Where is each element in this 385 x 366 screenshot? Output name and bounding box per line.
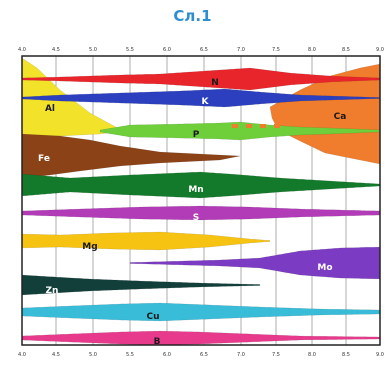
top-tick-3: 5.5 (126, 47, 134, 53)
bottom-tick-2: 5.0 (89, 352, 97, 358)
label-cu: Cu (146, 312, 159, 322)
top-tick-8: 8.0 (308, 47, 316, 53)
label-mo: Mo (317, 263, 332, 273)
top-tick-5: 6.5 (200, 47, 208, 53)
fe-edge-tooth-1 (22, 152, 27, 158)
bottom-tick-1: 4.5 (52, 352, 60, 358)
top-tick-2: 5.0 (89, 47, 97, 53)
top-tick-4: 6.0 (163, 47, 171, 53)
bottom-tick-6: 7.0 (237, 352, 245, 358)
label-b: B (154, 337, 161, 347)
top-tick-9: 8.5 (342, 47, 350, 53)
label-fe: Fe (38, 154, 50, 164)
band-fe (21, 133, 241, 179)
fe-edge-tooth-2 (22, 162, 27, 168)
bottom-tick-9: 8.5 (342, 352, 350, 358)
label-al: Al (45, 104, 55, 114)
figure-caption: Сл.1 (173, 7, 212, 25)
top-tick-6: 7.0 (237, 47, 245, 53)
bottom-tick-7: 7.5 (272, 352, 280, 358)
top-tick-10: 9.0 (376, 47, 384, 53)
ca-edge-notch-0 (232, 124, 238, 128)
band-zn (21, 274, 261, 296)
bottom-tick-4: 6.0 (163, 352, 171, 358)
top-tick-7: 7.5 (272, 47, 280, 53)
label-zn: Zn (46, 286, 59, 296)
bands (21, 57, 381, 346)
ca-edge-notch-1 (246, 124, 252, 128)
top-tick-1: 4.5 (52, 47, 60, 53)
bottom-tick-3: 5.5 (126, 352, 134, 358)
band-labels: NK P Al Ca Fe Mn S Mg Mo Zn Cu B (38, 78, 346, 347)
label-mn: Mn (188, 185, 203, 195)
chart-frame (21, 55, 381, 346)
label-p: P (193, 130, 200, 140)
band-s (21, 205, 381, 221)
fe-edge-tooth-0 (22, 142, 27, 148)
bottom-tick-8: 8.0 (308, 352, 316, 358)
label-k: K (202, 97, 210, 107)
label-n: N (211, 78, 219, 88)
label-mg: Mg (82, 242, 97, 252)
ca-edge-notch-2 (260, 124, 266, 128)
bottom-tick-10: 9.0 (376, 352, 384, 358)
ca-edge-notch-3 (274, 124, 280, 128)
top-tick-0: 4.0 (18, 47, 26, 53)
band-mo (129, 246, 381, 280)
label-ca: Ca (334, 112, 347, 122)
bottom-tick-0: 4.0 (18, 352, 26, 358)
top-tick-labels: 4.0 4.5 5.0 5.5 6.0 6.5 7.0 7.5 8.0 8.5 9.0 (18, 47, 384, 53)
bottom-tick-labels: 4.0 4.5 5.0 5.5 6.0 6.5 7.0 7.5 8.0 8.5 9.0 (18, 352, 384, 358)
band-cu (21, 302, 381, 322)
label-s: S (193, 213, 199, 223)
band-b (21, 330, 381, 346)
bottom-tick-5: 6.5 (200, 352, 208, 358)
band-mg (21, 231, 271, 251)
